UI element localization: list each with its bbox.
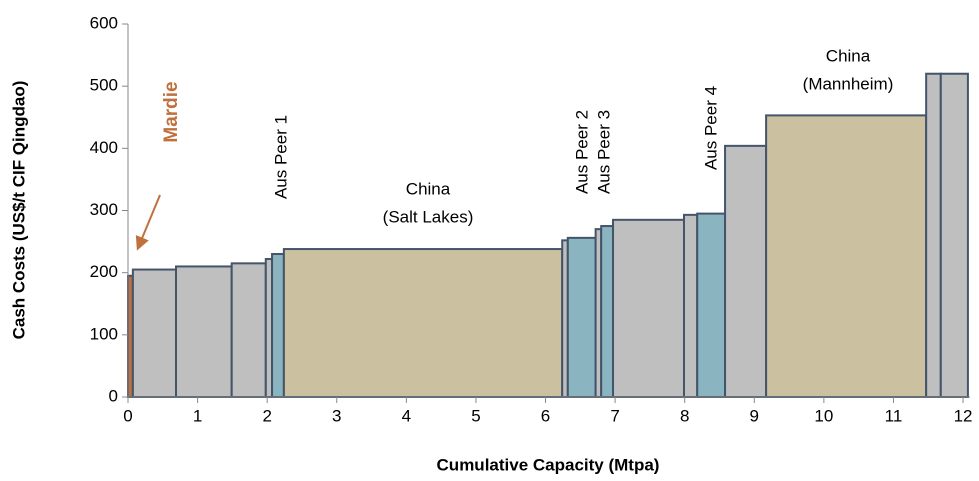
- bar: [282, 248, 564, 398]
- bar: [600, 225, 615, 398]
- y-tick-label: 100: [90, 324, 118, 343]
- bar: [765, 114, 928, 398]
- annotation: Aus Peer 3: [594, 110, 613, 194]
- x-tick-label: 9: [750, 406, 759, 425]
- annotation: Mardie: [161, 81, 182, 142]
- bar: [696, 212, 727, 398]
- y-tick-label: 600: [90, 13, 118, 32]
- x-axis-title: Cumulative Capacity (Mtpa): [437, 455, 660, 474]
- x-tick-label: 7: [610, 406, 619, 425]
- bar: [925, 72, 942, 398]
- annotation: China: [826, 46, 871, 65]
- y-tick-label: 500: [90, 76, 118, 95]
- x-tick-label: 10: [814, 406, 833, 425]
- x-tick-label: 3: [332, 406, 341, 425]
- bar: [131, 268, 178, 398]
- x-tick-label: 1: [193, 406, 202, 425]
- x-tick-label: 5: [471, 406, 480, 425]
- bar: [175, 265, 233, 399]
- annotation: Aus Peer 4: [701, 86, 720, 170]
- annotation: (Salt Lakes): [383, 207, 474, 226]
- x-tick-label: 0: [123, 406, 132, 425]
- x-tick-label: 6: [541, 406, 550, 425]
- x-tick-label: 2: [262, 406, 271, 425]
- annotation: (Mannheim): [803, 74, 894, 93]
- mardie-arrow: [135, 194, 161, 251]
- bar: [724, 144, 768, 398]
- x-tick-label: 4: [402, 406, 411, 425]
- bar: [271, 253, 285, 398]
- annotation: Aus Peer 1: [271, 115, 290, 199]
- y-tick-label: 300: [90, 200, 118, 219]
- y-tick-label: 400: [90, 138, 118, 157]
- bar: [682, 213, 699, 398]
- bar: [230, 262, 267, 399]
- y-tick-label: 0: [109, 386, 118, 405]
- annotation: China: [406, 179, 451, 198]
- bar: [939, 72, 969, 398]
- x-tick-label: 8: [680, 406, 689, 425]
- x-tick-label: 12: [954, 406, 973, 425]
- x-tick-label: 11: [885, 406, 903, 425]
- annotation: Aus Peer 2: [572, 110, 591, 194]
- y-tick-label: 200: [90, 262, 118, 281]
- bar: [612, 218, 685, 398]
- y-axis-title: Cash Costs (US$/t CIF Qingdao): [9, 81, 28, 340]
- bar: [566, 236, 597, 398]
